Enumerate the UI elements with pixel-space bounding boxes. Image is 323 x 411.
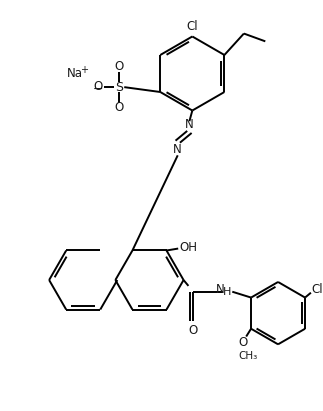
Text: Cl: Cl <box>186 20 198 33</box>
Text: O: O <box>239 336 248 349</box>
Text: O: O <box>115 101 124 114</box>
Text: O: O <box>189 324 198 337</box>
Text: OH: OH <box>179 241 197 254</box>
Text: H: H <box>223 287 232 297</box>
Text: Cl: Cl <box>311 283 323 296</box>
Text: CH₃: CH₃ <box>238 351 258 361</box>
Text: N: N <box>185 118 194 131</box>
Text: N: N <box>216 283 225 296</box>
Text: O: O <box>115 60 124 73</box>
Text: +: + <box>80 65 88 75</box>
Text: −: − <box>93 83 103 96</box>
Text: N: N <box>173 143 182 156</box>
Text: Na: Na <box>67 67 83 80</box>
Text: O: O <box>93 80 102 92</box>
Text: S: S <box>115 81 123 94</box>
